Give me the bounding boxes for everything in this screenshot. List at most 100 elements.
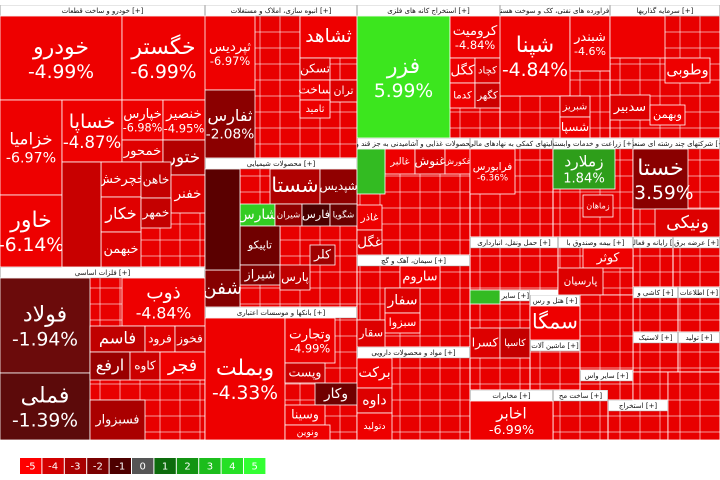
sector: مواد و محصولات دارویی [+] برکت داوه دتولید	[357, 347, 470, 440]
tile	[357, 229, 383, 255]
sector-header	[608, 400, 668, 412]
sector-title: سرمایه گذاریها [+]	[637, 6, 694, 15]
tile	[357, 319, 386, 347]
tile-label: خاهن	[143, 173, 170, 188]
sector-title: لاستیک [+]	[639, 334, 673, 342]
sector: اطلاعات [+]	[678, 287, 720, 332]
tile-label: کچاد	[478, 66, 497, 77]
tile-label: وکار	[323, 386, 348, 402]
tile	[284, 424, 331, 440]
tile-label: وبملت	[216, 356, 274, 381]
tile	[205, 89, 256, 158]
tile-label: خچرخش	[97, 172, 145, 187]
tile-label: ثپردیس	[209, 40, 251, 55]
tile	[100, 231, 142, 267]
tile-label: غالبر	[389, 157, 409, 168]
tile	[569, 15, 610, 72]
tile-label: کلر	[313, 247, 331, 263]
tile-label: فملی	[21, 384, 70, 409]
tile-label: خمهر	[142, 206, 170, 221]
sector-title: بیمه وصندوق با [+]	[567, 239, 625, 247]
tile	[329, 79, 357, 103]
sector-header	[470, 237, 558, 249]
tile	[121, 99, 164, 141]
sector-header	[633, 237, 673, 249]
legend-swatch	[154, 458, 176, 474]
legend-swatch	[199, 458, 221, 474]
tile	[269, 168, 321, 205]
sector: خودرو و ساخت قطعات [+]خودرو-4.99%خگستر-6…	[0, 5, 205, 267]
tile-label: پارسیان	[564, 276, 598, 288]
tile-label: فرابورس	[473, 161, 513, 173]
tile-label: ونیکی	[666, 213, 709, 233]
tile-value: -3.59%	[627, 183, 693, 204]
legend-swatch	[64, 458, 87, 474]
legend-label: 3	[207, 462, 213, 473]
tile-label: خساپا	[69, 110, 116, 133]
tile-label: زماهان	[586, 201, 609, 211]
tile-value: -6.97%	[6, 150, 56, 166]
sector: فعالیتهای کمکی به نهادهای مالی واسط [+] ف…	[470, 138, 553, 237]
legend-swatch	[221, 458, 243, 474]
tile	[159, 351, 205, 381]
tile-label: اخابر	[495, 404, 526, 422]
tile	[444, 148, 470, 175]
tile-label: ساروم	[402, 270, 437, 285]
tile-label: شستا	[271, 173, 318, 197]
tile-label: ساخت	[298, 83, 331, 97]
tile-label: شپنا	[516, 33, 554, 58]
sector-header	[580, 370, 633, 382]
tile-label: سدبیر	[613, 100, 646, 115]
sector-title: سایر واس [+]	[585, 372, 629, 380]
tile	[0, 99, 63, 196]
tile	[284, 362, 326, 384]
legend-label: -1	[115, 462, 125, 473]
tile-value: -4.6%	[574, 45, 606, 58]
tile-label: شبندر	[573, 30, 606, 45]
sector-title: انبوه سازی، املاک و مستغلات [+]	[231, 7, 332, 15]
tile-label: کوثر	[596, 250, 620, 266]
tile	[610, 94, 651, 121]
tile	[474, 57, 500, 84]
tile-label: پارس	[281, 270, 309, 285]
sector-title: محصولات شیمیایی [+]	[247, 160, 316, 168]
sector: کاشی و [+]	[633, 287, 678, 332]
sector-header	[633, 332, 678, 344]
tile-label: خودرو	[32, 35, 89, 60]
tile	[174, 325, 205, 353]
sector-title: ساخت مح [+]	[559, 392, 603, 400]
tile-label: شگویا	[333, 210, 355, 221]
tile-label: وتجارت	[289, 327, 331, 342]
tile-value: -6.14%	[0, 235, 64, 256]
sector-title: عرضه برق [+]	[674, 239, 719, 247]
tile-label: شبریز	[562, 102, 587, 113]
tile-label: داوه	[362, 393, 386, 409]
sector-title: استخراج [+]	[619, 402, 658, 410]
tile-label: شپدیس	[319, 179, 357, 194]
sector-title: تولید [+]	[685, 334, 712, 342]
sector: هتل و رس [+] سمگا	[530, 295, 580, 340]
sector-header	[530, 340, 580, 352]
tile-label: کاوه	[134, 359, 156, 374]
tile-label: خکار	[104, 204, 137, 224]
sector: انبوه سازی، املاک و مستغلات [+] ثپردیس-6.…	[205, 5, 357, 158]
legend-swatch	[87, 458, 109, 474]
sector-header	[205, 5, 357, 17]
tile-label: شسپا	[561, 120, 589, 134]
legend-label: 2	[184, 462, 190, 473]
tile-label: خستا	[637, 156, 684, 181]
sector: رایانه و فعالیت [+]	[633, 237, 673, 287]
sector-title: هتل و رس [+]	[533, 297, 578, 305]
tile	[649, 104, 686, 126]
legend-label: -2	[93, 462, 103, 473]
tile-label: شارس	[238, 207, 277, 223]
tile-label: وطوبی	[666, 63, 708, 79]
sector-title: شرکتهای چند رشته ای صنعتی [+]	[626, 140, 720, 148]
tile-label: فولاد	[23, 303, 67, 328]
tile	[314, 382, 357, 406]
tile	[470, 327, 501, 359]
filler-tile	[356, 148, 386, 195]
tile-label: سقار	[358, 327, 383, 341]
